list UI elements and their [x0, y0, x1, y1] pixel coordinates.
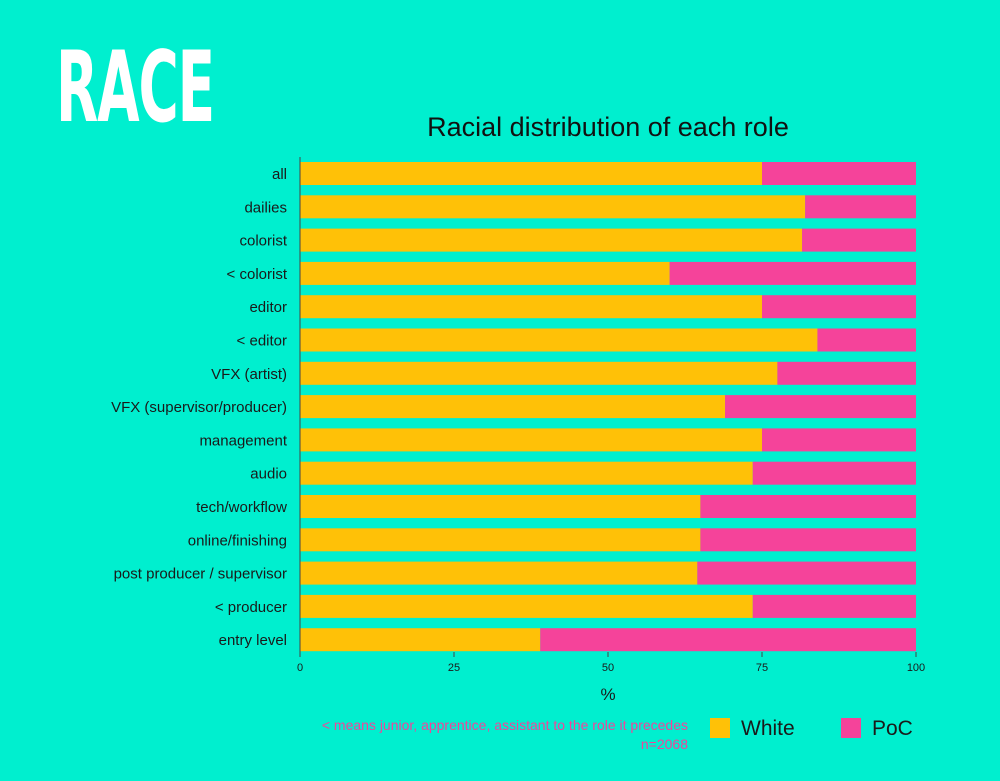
bar-white	[300, 162, 762, 185]
bar-white	[300, 295, 762, 319]
footnote-explanation: < means junior, apprentice, assistant to…	[321, 717, 688, 733]
bar-white	[300, 561, 698, 585]
bar-white	[300, 428, 762, 452]
bar-poc	[752, 461, 916, 485]
bar-poc	[762, 162, 916, 185]
x-tick-label: 100	[907, 662, 925, 674]
bar-poc	[700, 495, 916, 518]
bar-white	[300, 594, 753, 618]
category-label: audio	[250, 466, 287, 483]
bar-white	[300, 195, 806, 219]
category-label: management	[199, 432, 287, 449]
page-title: RACE	[56, 31, 215, 145]
category-label: online/finishing	[188, 532, 287, 549]
bar-poc	[762, 295, 916, 319]
bar-white	[300, 395, 726, 419]
category-label: VFX (supervisor/producer)	[111, 399, 287, 416]
bar-poc	[540, 628, 916, 652]
category-label: < producer	[215, 599, 287, 616]
bar-white	[300, 628, 541, 652]
legend-swatch-poc	[841, 718, 861, 738]
footnote-sample-size: n=2068	[640, 736, 688, 752]
x-tick-label: 0	[297, 662, 303, 674]
category-label: all	[272, 166, 287, 183]
chart-footnote: < means junior, apprentice, assistant to…	[322, 716, 688, 754]
bar-poc	[762, 428, 916, 452]
bar-white	[300, 228, 803, 252]
bar-chart: Racial distribution of each role all daili…	[111, 112, 925, 704]
category-label: tech/workflow	[196, 499, 287, 516]
x-tick-label: 25	[448, 662, 460, 674]
legend-label-poc: PoC	[872, 717, 913, 740]
bar-poc	[777, 361, 916, 385]
category-label: dailies	[244, 199, 287, 216]
category-label: entry level	[219, 632, 287, 649]
legend-swatch-white	[710, 718, 730, 738]
bar-white	[300, 495, 701, 518]
category-label: VFX (artist)	[211, 366, 287, 383]
category-label: colorist	[239, 233, 287, 250]
bar-poc	[805, 195, 916, 219]
bar-white	[300, 461, 753, 485]
bar-poc	[700, 528, 916, 552]
chart-title: Racial distribution of each role	[427, 112, 789, 142]
bar-white	[300, 261, 670, 285]
bar-poc	[669, 261, 916, 285]
bar-white	[300, 528, 701, 552]
bar-white	[300, 361, 778, 385]
bar-poc	[752, 594, 916, 618]
bar-poc	[697, 561, 916, 585]
bar-white	[300, 328, 818, 352]
bar-poc	[802, 228, 916, 252]
bar-poc	[725, 395, 916, 419]
category-label: editor	[249, 299, 287, 316]
category-label: < colorist	[227, 266, 288, 283]
bar-poc	[817, 328, 916, 352]
category-label: post producer / supervisor	[114, 566, 287, 583]
x-tick-label: 50	[602, 662, 614, 674]
legend-label-white: White	[741, 717, 795, 740]
x-axis-label: %	[600, 685, 615, 704]
x-tick-label: 75	[756, 662, 768, 674]
category-label: < editor	[237, 333, 287, 350]
